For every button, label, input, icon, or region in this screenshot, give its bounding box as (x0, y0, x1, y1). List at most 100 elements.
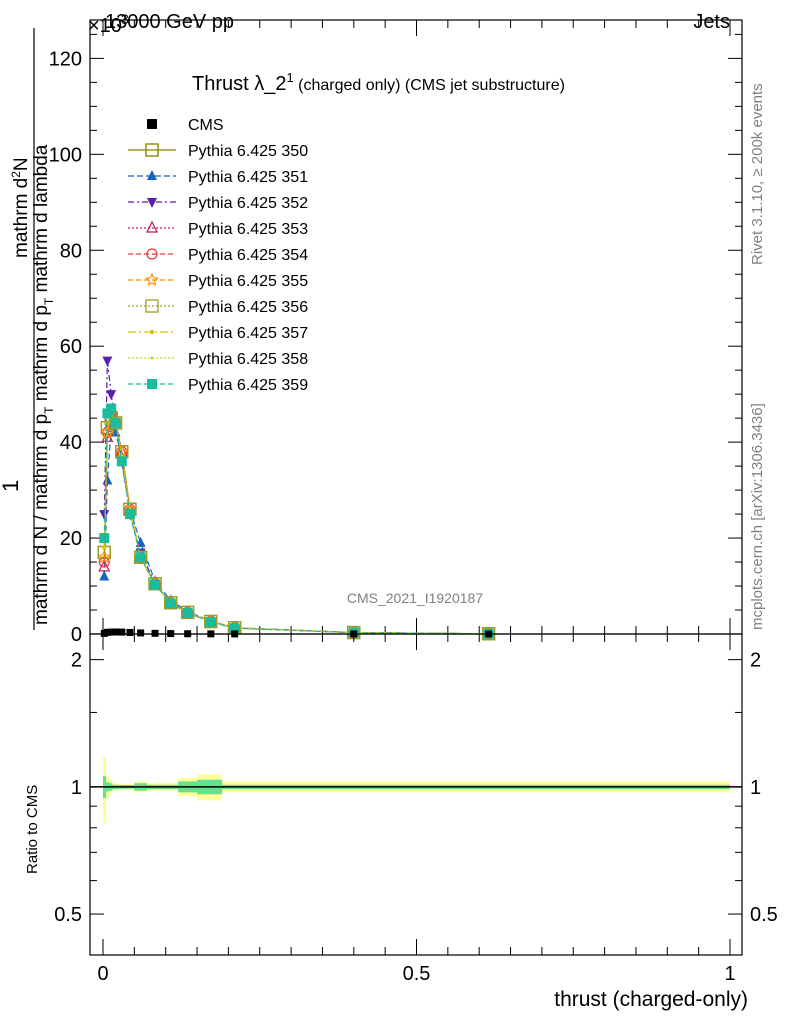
data-point (103, 628, 111, 636)
data-point (165, 598, 176, 609)
main-y-axis-label: 1 mathrm d2N mathrm d N / mathrm d p T ma… (0, 28, 56, 630)
legend-marker (147, 198, 157, 208)
ratio-x-ticks: 0 0.5 1 (97, 634, 736, 985)
data-point (180, 605, 195, 620)
x-tick-label: 0.5 (403, 963, 431, 985)
ratio-bands (103, 756, 730, 824)
legend-marker (147, 379, 157, 389)
data-point (204, 614, 218, 629)
legend-label: Pythia 6.425 352 (188, 195, 308, 212)
legend-item: Pythia 6.425 356 (128, 299, 308, 316)
data-point (126, 628, 134, 636)
data-point (97, 549, 112, 564)
legend-item: Pythia 6.425 354 (128, 247, 308, 264)
ratio-band-outer (103, 756, 730, 824)
legend-label: CMS (188, 117, 224, 134)
legend-label: Pythia 6.425 355 (188, 273, 308, 290)
ratio-y-ticks: 0.5 0.5 1 1 2 2 (54, 650, 778, 926)
rivet-label: Rivet 3.1.10, ≥ 200k events (749, 83, 766, 265)
legend-marker (147, 119, 157, 129)
data-point (102, 356, 113, 367)
data-point (99, 510, 110, 521)
data-point (182, 607, 193, 618)
chart-title-main: Thrust λ_2 (192, 73, 286, 95)
data-point (124, 509, 135, 520)
legend-item: Pythia 6.425 350 (128, 143, 308, 160)
legend-marker (145, 143, 159, 157)
data-point (99, 570, 110, 581)
x-tick-label: 1 (724, 963, 735, 985)
data-point (106, 390, 117, 401)
y-label-num-sup: 2 (9, 171, 23, 178)
chart-title-sup: 1 (286, 70, 293, 85)
legend-marker (146, 248, 158, 260)
y-label-den-3: mathrm d lambda (31, 144, 52, 298)
x-axis-label: thrust (charged-only) (554, 988, 748, 1011)
legend: CMS Pythia 6.425 350 Pythia 6.425 351 Pythi… (128, 117, 308, 394)
legend-marker (147, 170, 157, 180)
legend-item: Pythia 6.425 352 (128, 195, 308, 212)
data-point (205, 617, 216, 628)
exponent-power: 3 (121, 11, 129, 27)
legend-item: Pythia 6.425 353 (128, 220, 308, 238)
ratio-y-tick-label-right: 0.5 (750, 904, 778, 926)
legend-marker (145, 299, 159, 313)
energy-label: 13000 GeV pp (105, 11, 234, 33)
ratio-y-tick-label: 1 (71, 777, 82, 799)
process-label: Jets (693, 11, 730, 33)
legend-label: Pythia 6.425 350 (188, 143, 308, 160)
legend-marker (144, 272, 160, 287)
ratio-y-tick-label: 0.5 (54, 904, 82, 926)
legend-marker (149, 329, 155, 335)
data-point (110, 417, 121, 428)
legend-label: Pythia 6.425 359 (188, 377, 308, 394)
legend-item: Pythia 6.425 358 (128, 351, 308, 368)
main-y-tick-label: 0 (71, 624, 82, 646)
y-label-one: 1 (0, 480, 23, 492)
main-y-tick-label: 120 (49, 48, 82, 70)
main-y-tick-label: 40 (60, 432, 82, 454)
watermark: CMS_2021_I1920187 (347, 590, 483, 606)
legend-marker (150, 356, 154, 360)
main-y-tick-label: 20 (60, 528, 82, 550)
y-label-den-1: mathrm d N / mathrm d p (31, 414, 52, 625)
legend-item: Pythia 6.425 359 (128, 377, 308, 394)
data-point (135, 552, 146, 563)
data-point (164, 596, 178, 610)
chart-title: Thrust λ_21 (charged only) (CMS jet subs… (192, 70, 565, 95)
data-point (151, 629, 159, 637)
x-tick-label: 0 (97, 963, 108, 985)
legend-label: Pythia 6.425 351 (188, 169, 308, 186)
main-y-tick-label: 100 (49, 144, 82, 166)
ratio-y-tick-label: 2 (71, 650, 82, 672)
legend-label: Pythia 6.425 353 (188, 221, 308, 238)
legend-item: Pythia 6.425 357 (128, 325, 308, 342)
y-label-den-2: mathrm d p (31, 305, 52, 406)
data-point (150, 579, 161, 590)
y-label-den-sub2: T (42, 297, 56, 305)
data-point (229, 623, 240, 634)
data-point (107, 628, 115, 636)
data-point (102, 474, 113, 485)
ratio-y-tick-label-right: 1 (750, 777, 761, 799)
ratio-plot: 0.5 0.51 12 2 0 0.5 1 Ratio to CMS thrust (ch… (24, 633, 778, 1011)
y-label-numerator: mathrm d2N (9, 157, 32, 258)
y-label-denominator: mathrm d N / mathrm d pT mathrm d pT mat… (31, 144, 56, 625)
legend-marker (146, 220, 158, 233)
legend-item: Pythia 6.425 351 (128, 169, 308, 186)
data-point (133, 550, 148, 564)
legend-label: Pythia 6.425 357 (188, 325, 308, 342)
data-point (102, 546, 106, 550)
legend-item: Pythia 6.425 355 (128, 272, 308, 290)
y-label-num-2: N (11, 157, 32, 171)
data-point (118, 628, 126, 636)
main-y-ticks: 0 20 40 60 80 100 120 (49, 33, 742, 646)
ratio-y-tick-label-right: 2 (750, 650, 761, 672)
chart-title-rest: (charged only) (CMS jet substructure) (294, 77, 565, 94)
legend-label: Pythia 6.425 354 (188, 247, 308, 264)
main-y-tick-label: 80 (60, 240, 82, 262)
legend-item: CMS (147, 117, 224, 134)
data-point (137, 629, 145, 637)
